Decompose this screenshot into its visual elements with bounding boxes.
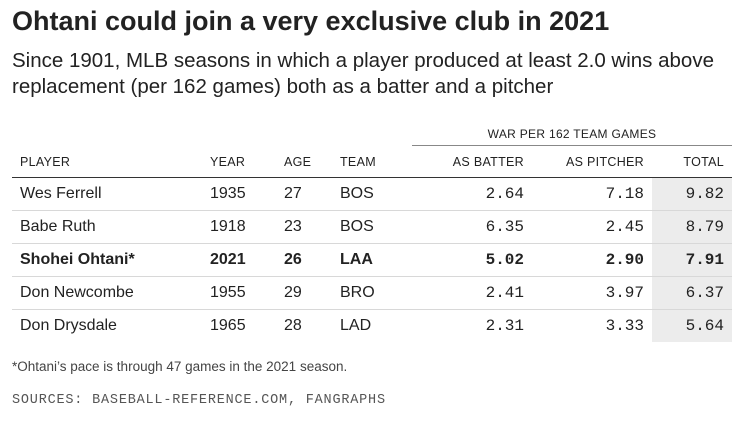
cell-year: 2021	[202, 243, 276, 277]
column-header-team: TEAM	[332, 147, 412, 178]
cell-as-batter: 2.31	[485, 317, 524, 335]
footnote: *Ohtani’s pace is through 47 games in th…	[12, 359, 348, 374]
cell-age: 26	[276, 243, 332, 277]
cell-age: 29	[276, 276, 332, 310]
cell-total: 5.64	[652, 309, 732, 342]
cell-player: Don Newcombe	[12, 276, 202, 310]
war-table: PLAYER YEAR AGE TEAM AS BATTER AS PITCHE…	[12, 147, 732, 342]
cell-as-pitcher: 2.45	[532, 210, 652, 244]
sources-note: SOURCES: BASEBALL-REFERENCE.COM, FANGRAP…	[12, 393, 386, 408]
cell-year: 1918	[202, 210, 276, 244]
cell-as-pitcher: 2.90	[532, 243, 652, 277]
table-body: Wes Ferrell 1935 27 BOS 2.64 7.18 9.82 Babe Rut…	[12, 177, 732, 342]
cell-as-pitcher: 7.18	[532, 177, 652, 211]
cell-as-batter: 2.64	[412, 177, 532, 211]
table-row: Don Drysdale 1965 28 LAD 2.31 3.33 5.64	[12, 309, 732, 342]
cell-as-batter: 6.35	[412, 210, 532, 244]
cell-as-pitcher: 3.33	[605, 317, 644, 335]
table-row: Babe Ruth 1918 23 BOS 6.35 2.45 8.79	[12, 210, 732, 244]
cell-team: BOS	[332, 177, 412, 211]
cell-total: 9.82	[652, 177, 732, 211]
cell-player: Don Drysdale	[20, 317, 117, 334]
table-row: Wes Ferrell 1935 27 BOS 2.64 7.18 9.82	[12, 177, 732, 211]
table-row-highlighted: Shohei Ohtani* 2021 26 LAA 5.02 2.90 7.91	[12, 243, 732, 277]
cell-as-batter: 5.02	[412, 243, 532, 277]
cell-player: Babe Ruth	[12, 210, 202, 244]
cell-year: 1935	[202, 177, 276, 211]
cell-total: 7.91	[652, 243, 732, 277]
column-header-as-batter: AS BATTER	[412, 147, 532, 178]
table-header-row: PLAYER YEAR AGE TEAM AS BATTER AS PITCHE…	[12, 147, 732, 178]
cell-as-batter: 2.41	[412, 276, 532, 310]
column-header-player: PLAYER	[12, 147, 202, 178]
column-header-age: AGE	[276, 147, 332, 178]
cell-year: 1965	[210, 317, 246, 334]
cell-team: BOS	[332, 210, 412, 244]
table-row: Don Newcombe 1955 29 BRO 2.41 3.97 6.37	[12, 276, 732, 310]
column-header-as-pitcher: AS PITCHER	[532, 147, 652, 178]
war-group-header: WAR PER 162 TEAM GAMES	[412, 127, 732, 146]
cell-year: 1955	[202, 276, 276, 310]
cell-team: LAD	[340, 317, 372, 334]
column-header-total: TOTAL	[652, 147, 732, 178]
column-header-year: YEAR	[202, 147, 276, 178]
chart-title: Ohtani could join a very exclusive club …	[12, 6, 610, 36]
cell-total: 8.79	[652, 210, 732, 244]
cell-total: 6.37	[652, 276, 732, 310]
cell-age: 28	[284, 317, 302, 334]
cell-team: LAA	[332, 243, 412, 277]
cell-player: Wes Ferrell	[12, 177, 202, 211]
cell-age: 23	[276, 210, 332, 244]
cell-age: 27	[276, 177, 332, 211]
cell-team: BRO	[332, 276, 412, 310]
chart-subtitle: Since 1901, MLB seasons in which a playe…	[12, 49, 714, 98]
cell-player: Shohei Ohtani*	[12, 243, 202, 277]
cell-as-pitcher: 3.97	[532, 276, 652, 310]
